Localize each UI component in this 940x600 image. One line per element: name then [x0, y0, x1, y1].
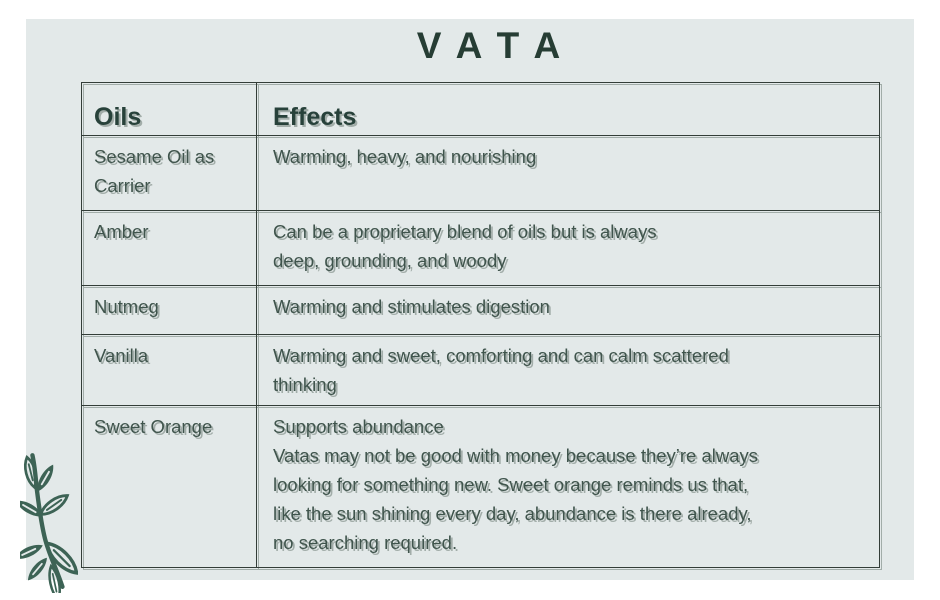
effect-text-cell: Warming, heavy, and nourishing — [256, 135, 880, 211]
effects-column-header: Effects — [256, 82, 880, 136]
effect-text-cell: Warming and stimulates digestion — [256, 285, 880, 335]
oil-name-cell: Vanilla — [81, 334, 257, 406]
table-row: Nutmeg Warming and stimulates digestion — [81, 285, 880, 335]
leaf-branch-icon — [20, 453, 78, 593]
oil-name-cell: Sesame Oil as Carrier — [81, 135, 257, 211]
oils-column-header: Oils — [81, 82, 257, 136]
table-row: Amber Can be a proprietary blend of oils… — [81, 210, 880, 286]
table-row: Sesame Oil as Carrier Warming, heavy, an… — [81, 135, 880, 211]
effect-text-cell: Warming and sweet, comforting and can ca… — [256, 334, 880, 406]
table-header-row: Oils Effects — [81, 82, 880, 136]
effect-text-cell: Can be a proprietary blend of oils but i… — [256, 210, 880, 286]
oil-name-cell: Nutmeg — [81, 285, 257, 335]
vata-oils-table: Oils Effects Sesame Oil as Carrier Warmi… — [81, 82, 880, 568]
table-row: Sweet Orange Supports abundance Vatas ma… — [81, 405, 880, 568]
oil-name-cell: Amber — [81, 210, 257, 286]
oil-name-cell: Sweet Orange — [81, 405, 257, 568]
table-row: Vanilla Warming and sweet, comforting an… — [81, 334, 880, 406]
effect-text-cell: Supports abundance Vatas may not be good… — [256, 405, 880, 568]
page-title: VATA — [416, 25, 578, 66]
